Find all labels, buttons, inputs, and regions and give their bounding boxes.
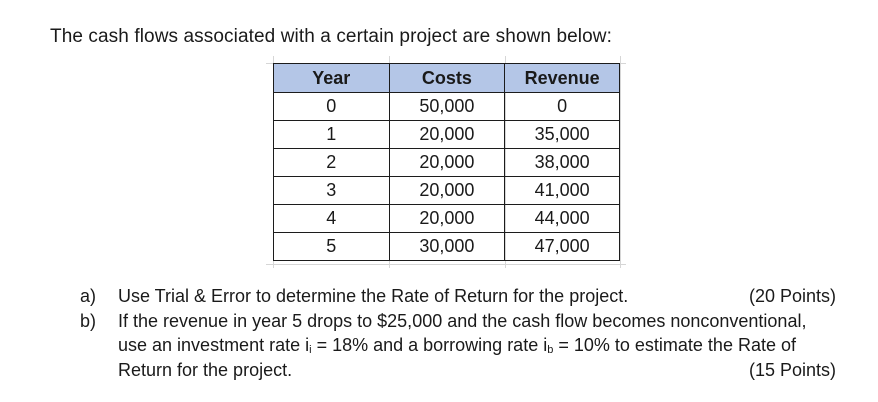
cell-revenue: 35,000 <box>504 120 620 149</box>
cell-revenue: 41,000 <box>504 176 620 205</box>
cell-year: 4 <box>273 204 390 233</box>
intro-text: The cash flows associated with a certain… <box>50 26 612 47</box>
question-b-text: = 18% and a borrowing rate i <box>311 335 548 355</box>
question-a-label: a) <box>80 286 97 306</box>
table-header-row: Year Costs Revenue <box>273 63 620 93</box>
cell-revenue: 44,000 <box>504 204 620 233</box>
borrowing-rate-subscript: b <box>547 344 554 356</box>
cell-costs: 20,000 <box>388 120 506 149</box>
table-row: 0 50,000 0 <box>273 92 620 121</box>
question-b-line-3: Return for the project. <box>118 359 293 380</box>
table-row: 1 20,000 35,000 <box>273 120 620 149</box>
cell-costs: 50,000 <box>388 92 506 121</box>
header-costs: Costs <box>388 63 506 93</box>
cell-revenue: 0 <box>504 92 620 121</box>
question-b-line-2: use an investment rate ii = 18% and a bo… <box>118 333 850 358</box>
question-b: b) If the revenue in year 5 drops to $25… <box>80 309 850 383</box>
cell-revenue: 38,000 <box>504 148 620 177</box>
table-row: 3 20,000 41,000 <box>273 176 620 205</box>
header-year: Year <box>273 63 390 93</box>
gridline <box>266 264 626 265</box>
cell-revenue: 47,000 <box>504 232 620 261</box>
header-revenue: Revenue <box>504 63 620 93</box>
gridline <box>620 56 621 268</box>
cell-year: 3 <box>273 176 390 205</box>
cell-costs: 20,000 <box>388 176 506 205</box>
question-a-text: Use Trial & Error to determine the Rate … <box>118 286 629 306</box>
question-a-points: (20 Points) <box>748 286 836 306</box>
investment-rate-subscript: i <box>309 344 312 356</box>
cell-costs: 20,000 <box>388 204 506 233</box>
question-b-line-1: If the revenue in year 5 drops to $25,00… <box>118 310 807 331</box>
cell-costs: 20,000 <box>388 148 506 177</box>
table-row: 5 30,000 47,000 <box>273 232 620 261</box>
question-b-text: use an investment rate i <box>118 335 310 355</box>
question-b-text: = 10% to estimate the Rate of <box>553 335 796 355</box>
cell-year: 1 <box>273 120 390 149</box>
cash-flow-table: Year Costs Revenue 0 50,000 0 1 20,000 3… <box>273 63 620 261</box>
question-b-label: b) <box>80 310 97 331</box>
cell-year: 0 <box>273 92 390 121</box>
cell-year: 5 <box>273 232 390 261</box>
cell-year: 2 <box>273 148 390 177</box>
questions-list: a) Use Trial & Error to determine the Ra… <box>80 284 850 382</box>
table-row: 4 20,000 44,000 <box>273 204 620 233</box>
table-row: 2 20,000 38,000 <box>273 148 620 177</box>
question-b-points: (15 Points) <box>748 359 836 380</box>
cell-costs: 30,000 <box>388 232 506 261</box>
question-a: a) Use Trial & Error to determine the Ra… <box>80 284 850 309</box>
